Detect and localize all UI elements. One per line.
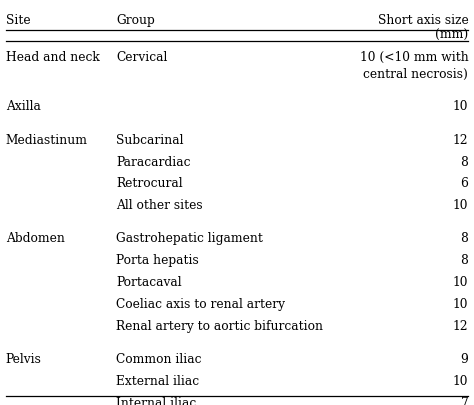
Text: 10: 10 <box>453 199 468 212</box>
Text: External iliac: External iliac <box>116 375 199 388</box>
Text: 8: 8 <box>460 254 468 267</box>
Text: (mm): (mm) <box>435 29 468 42</box>
Text: 10: 10 <box>453 100 468 113</box>
Text: 6: 6 <box>460 177 468 190</box>
Text: Renal artery to aortic bifurcation: Renal artery to aortic bifurcation <box>116 320 323 333</box>
Text: Group: Group <box>116 14 155 27</box>
Text: All other sites: All other sites <box>116 199 203 212</box>
Text: Axilla: Axilla <box>6 100 41 113</box>
Text: 10: 10 <box>453 298 468 311</box>
Text: Portacaval: Portacaval <box>116 276 182 289</box>
Text: 10: 10 <box>453 276 468 289</box>
Text: 10: 10 <box>453 375 468 388</box>
Text: 10 (<10 mm with
central necrosis): 10 (<10 mm with central necrosis) <box>360 51 468 81</box>
Text: Head and neck: Head and neck <box>6 51 100 64</box>
Text: 9: 9 <box>460 353 468 366</box>
Text: Subcarinal: Subcarinal <box>116 134 183 147</box>
Text: Pelvis: Pelvis <box>6 353 42 366</box>
Text: 8: 8 <box>460 232 468 245</box>
Text: 8: 8 <box>460 156 468 168</box>
Text: Internal iliac: Internal iliac <box>116 397 196 405</box>
Text: Common iliac: Common iliac <box>116 353 201 366</box>
Text: Abdomen: Abdomen <box>6 232 64 245</box>
Text: Short axis size: Short axis size <box>378 14 468 27</box>
Text: Cervical: Cervical <box>116 51 167 64</box>
Text: Porta hepatis: Porta hepatis <box>116 254 199 267</box>
Text: 7: 7 <box>461 397 468 405</box>
Text: Paracardiac: Paracardiac <box>116 156 191 168</box>
Text: Gastrohepatic ligament: Gastrohepatic ligament <box>116 232 263 245</box>
Text: Coeliac axis to renal artery: Coeliac axis to renal artery <box>116 298 285 311</box>
Text: Retrocural: Retrocural <box>116 177 183 190</box>
Text: Mediastinum: Mediastinum <box>6 134 88 147</box>
Text: 12: 12 <box>453 320 468 333</box>
Text: Site: Site <box>6 14 30 27</box>
Text: 12: 12 <box>453 134 468 147</box>
